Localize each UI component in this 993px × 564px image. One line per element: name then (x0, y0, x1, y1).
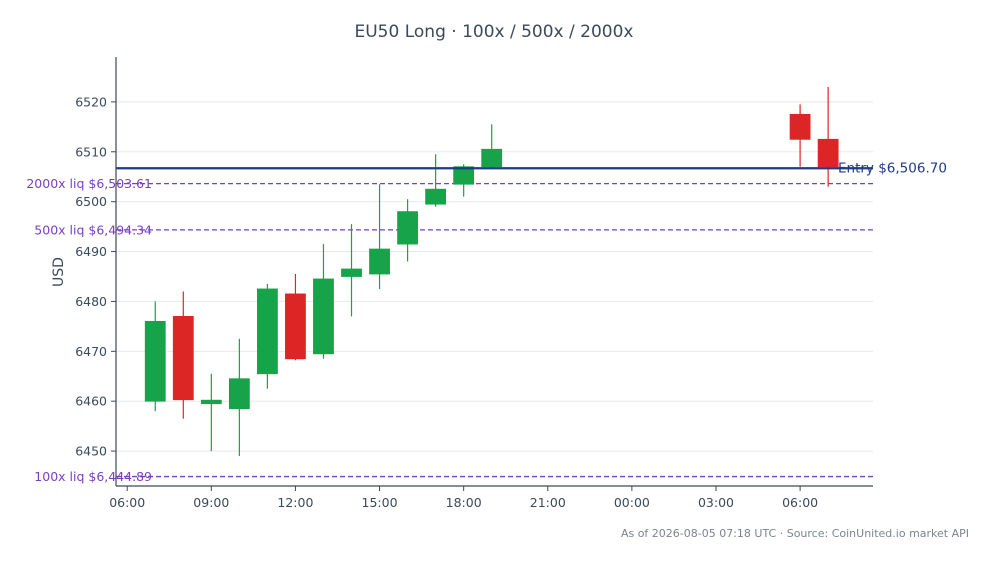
x-tick-label: 06:00 (109, 495, 145, 510)
liquidation-label: 500x liq $6,494.34 (34, 222, 152, 237)
candle-up (256, 283, 278, 389)
candle-body (481, 148, 503, 168)
candle-body (228, 378, 250, 410)
y-tick-label: 6520 (75, 94, 107, 109)
candle-body (453, 166, 475, 185)
x-tick-label: 21:00 (530, 495, 566, 510)
candle-body (172, 315, 194, 401)
candle-body (256, 288, 278, 375)
x-tick-label: 09:00 (193, 495, 229, 510)
candle-down (817, 86, 839, 187)
candle-up (341, 224, 362, 317)
y-tick-label: 6460 (75, 394, 107, 409)
candle-body (425, 188, 447, 205)
candle-body (313, 278, 334, 355)
liquidation-label: 2000x liq $6,503.61 (26, 176, 152, 191)
candle-up (425, 154, 447, 207)
candle-body (285, 293, 306, 360)
axes: 6450 6460 6470 6480 6490 6500 6510 6520 06:00 09:… (75, 57, 873, 510)
candle-body (144, 320, 166, 402)
candle-body (397, 211, 418, 245)
candle-body (341, 268, 362, 277)
entry-line-group: Entry $6,506.70 (116, 161, 947, 177)
y-tick-label: 6500 (75, 194, 107, 209)
candle-down (285, 273, 306, 361)
y-tick-label: 6470 (75, 344, 107, 359)
y-axis-label: USD (51, 257, 67, 287)
x-tick-label: 00:00 (614, 495, 650, 510)
source-note: As of 2026-08-05 07:18 UTC · Source: Coi… (621, 527, 969, 540)
candle-up (397, 199, 418, 262)
x-tick-label: 06:00 (782, 495, 818, 510)
liquidation-label: 100x liq $6,444.89 (34, 469, 152, 484)
entry-label: Entry $6,506.70 (838, 161, 947, 177)
candle-body (817, 138, 839, 168)
x-tick-label: 12:00 (277, 495, 313, 510)
x-tick-label: 18:00 (446, 495, 482, 510)
candle-up (481, 124, 503, 170)
candle-body (369, 248, 390, 275)
y-tick-label: 6480 (75, 294, 107, 309)
candle-up (313, 244, 334, 359)
x-tick-label: 15:00 (362, 495, 398, 510)
candle-up (144, 301, 166, 412)
candle-up (453, 164, 475, 197)
chart-title: EU50 Long · 100x / 500x / 2000x (355, 22, 634, 42)
candle-body (200, 399, 222, 405)
candle-up (369, 184, 390, 289)
y-tick-label: 6490 (75, 244, 107, 259)
liquidation-lines: 2000x liq $6,503.61 500x liq $6,494.34 100… (26, 176, 873, 484)
candle-up (200, 373, 222, 452)
x-tick-label: 03:00 (698, 495, 734, 510)
y-tick-label: 6450 (75, 444, 107, 459)
candle-down (789, 104, 811, 167)
candle-down (172, 291, 194, 419)
candles (144, 86, 839, 457)
candle-body (789, 113, 811, 140)
candle-up (228, 338, 250, 457)
y-tick-label: 6510 (75, 144, 107, 159)
